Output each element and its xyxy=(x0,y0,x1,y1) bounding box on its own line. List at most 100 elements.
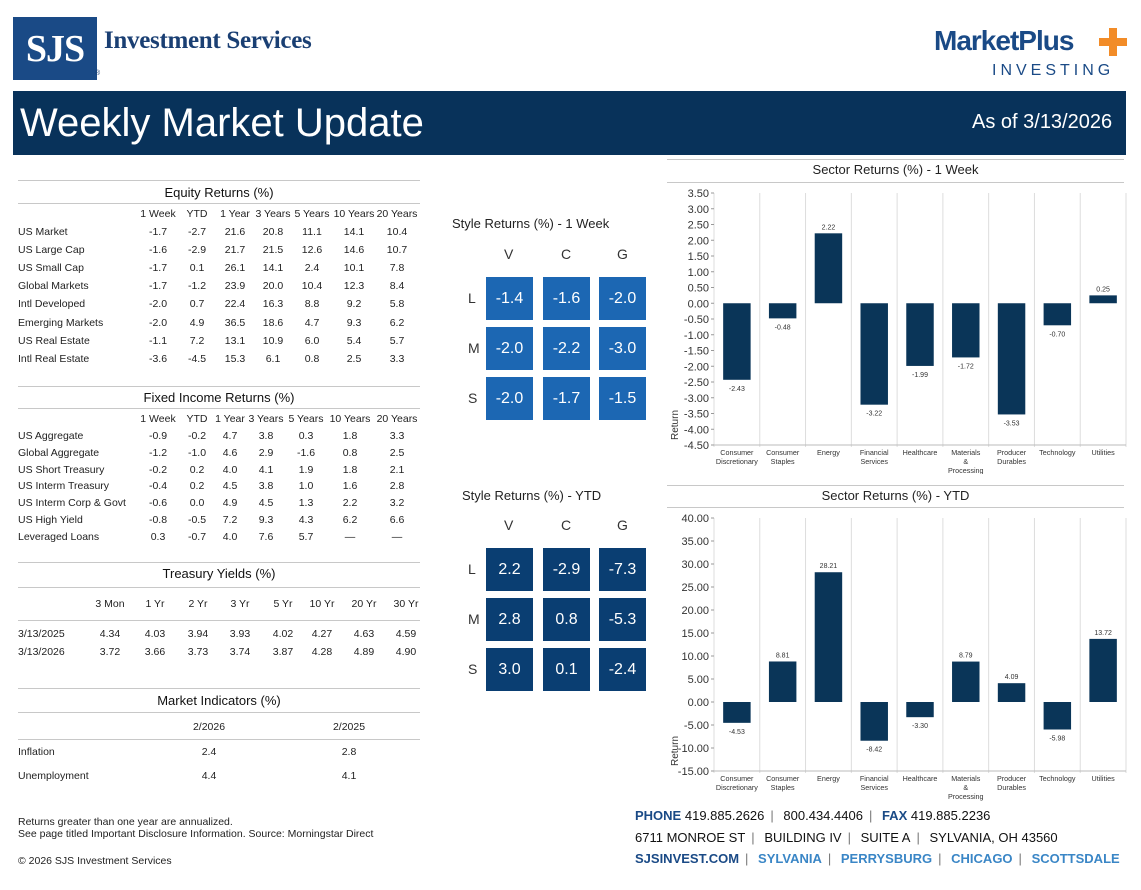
bar xyxy=(860,303,888,405)
location-chicago-link[interactable]: CHICAGO xyxy=(951,851,1013,866)
column-header: 30 Yr xyxy=(393,598,419,610)
style-cell: -2.0 xyxy=(486,327,533,370)
table-cell: -0.5 xyxy=(187,514,207,526)
table-cell: 4.5 xyxy=(258,497,274,510)
table-cell: 3.8 xyxy=(258,480,274,493)
category-label: Utilities xyxy=(1092,448,1116,457)
table-cell: -0.2 xyxy=(148,463,168,476)
table-cell: 3.87 xyxy=(272,646,294,658)
registered-mark: ® xyxy=(95,70,101,77)
phone-number[interactable]: 419.885.2626 xyxy=(684,808,765,823)
table-cell: 4.5 xyxy=(222,480,238,493)
category-label: Processing xyxy=(948,792,984,801)
table-cell: 4.89 xyxy=(353,646,375,658)
table-cell: 0.7 xyxy=(189,298,205,311)
category-label: Discretionary xyxy=(716,783,758,792)
table-cell: 26.1 xyxy=(224,262,246,275)
table-cell: -1.2 xyxy=(148,446,168,459)
style-col-label: C xyxy=(561,517,572,533)
table-cell: 0.2 xyxy=(189,463,205,476)
indicators-title: Market Indicators (%) xyxy=(157,693,281,708)
table-cell: 3.3 xyxy=(389,430,405,442)
row-label: Global Markets xyxy=(18,280,89,293)
table-cell: 16.3 xyxy=(262,298,284,311)
tollfree-number[interactable]: 800.434.4406 xyxy=(783,808,863,823)
column-header: 1 Week xyxy=(140,208,176,220)
column-header: 3 Years xyxy=(255,208,291,220)
table-cell: 2.9 xyxy=(258,446,274,459)
style-cell: -2.2 xyxy=(543,327,590,370)
table-cell: 4.0 xyxy=(222,530,238,543)
table-cell: 9.3 xyxy=(346,316,362,329)
contact-web-line: SJSINVEST.COM | SYLVANIA | PERRYSBURG | CHI… xyxy=(635,851,1120,866)
column-header: 10 Yr xyxy=(309,598,335,610)
bar-data-label: -5.98 xyxy=(1049,736,1065,743)
category-label: Utilities xyxy=(1092,774,1116,783)
y-tick-label: -1.00 xyxy=(684,330,709,342)
y-tick-label: -3.00 xyxy=(684,393,709,405)
y-tick-label: 10.00 xyxy=(681,651,709,663)
table-cell: -0.9 xyxy=(148,430,168,442)
table-cell: 10.9 xyxy=(262,334,284,347)
table-cell: 0.3 xyxy=(150,530,166,543)
divider xyxy=(18,386,420,387)
bar xyxy=(997,683,1026,702)
table-cell: 0.3 xyxy=(298,430,314,442)
location-perrysburg-link[interactable]: PERRYSBURG xyxy=(840,851,933,866)
title-banner xyxy=(13,91,1126,155)
y-axis-label: Return xyxy=(670,736,681,766)
category-label: Energy xyxy=(817,774,840,783)
table-cell: -0.2 xyxy=(187,430,207,442)
table-cell: -1.6 xyxy=(148,244,168,257)
row-label: US Real Estate xyxy=(18,334,90,347)
divider xyxy=(18,587,420,588)
table-cell: 4.4 xyxy=(201,770,217,782)
y-tick-label: -4.50 xyxy=(684,440,709,452)
table-cell: 6.2 xyxy=(342,514,358,526)
category-label: Producer xyxy=(997,774,1027,783)
category-label: Services xyxy=(860,783,888,792)
partner-subtitle: INVESTING xyxy=(992,62,1115,79)
category-label: Services xyxy=(860,457,888,466)
table-cell: 4.6 xyxy=(222,446,238,459)
page-title: Weekly Market Update xyxy=(20,101,424,145)
table-cell: 6.2 xyxy=(389,316,405,329)
column-header: 1 Yr xyxy=(145,598,165,610)
row-label: US Aggregate xyxy=(18,430,84,442)
bar-data-label: 8.81 xyxy=(776,652,790,659)
table-cell: -1.2 xyxy=(187,280,207,293)
style-cell: 2.2 xyxy=(486,548,533,591)
table-cell: -1.7 xyxy=(148,280,168,293)
location-scottsdale-link[interactable]: SCOTTSDALE xyxy=(1031,851,1120,866)
table-cell: 9.3 xyxy=(258,514,274,526)
y-tick-label: 2.00 xyxy=(688,235,709,247)
bar-data-label: 28.21 xyxy=(820,563,838,570)
table-cell: -1.7 xyxy=(148,226,168,238)
treasury-title: Treasury Yields (%) xyxy=(162,566,276,581)
row-label: US Market xyxy=(18,226,68,238)
location-sylvania-link[interactable]: SYLVANIA xyxy=(758,851,822,866)
bar xyxy=(723,702,751,723)
style-cell: 0.8 xyxy=(543,598,590,641)
row-label: US Interm Corp & Govt xyxy=(18,497,126,510)
table-cell: 0.8 xyxy=(342,446,358,459)
category-label: Producer xyxy=(997,448,1027,457)
row-label: Emerging Markets xyxy=(18,316,104,329)
y-tick-label: 0.00 xyxy=(688,298,709,310)
table-cell: 3.66 xyxy=(144,646,166,658)
bar-data-label: -0.70 xyxy=(1049,331,1065,338)
table-cell: 20.8 xyxy=(262,226,284,238)
table-cell: 14.1 xyxy=(343,226,365,238)
y-tick-label: -3.50 xyxy=(684,409,709,421)
divider xyxy=(667,507,1124,508)
style-col-label: V xyxy=(504,517,514,533)
website-link[interactable]: SJSINVEST.COM xyxy=(635,851,740,866)
bar-data-label: -3.53 xyxy=(1004,420,1020,427)
address-city: SYLVANIA, OH 43560 xyxy=(929,830,1058,845)
style-col-label: G xyxy=(617,517,628,533)
style-cell: -2.9 xyxy=(543,548,590,591)
table-cell: 3.93 xyxy=(229,628,251,640)
category-label: Materials xyxy=(951,448,981,457)
table-cell: 4.34 xyxy=(99,628,121,640)
bar-data-label: -0.48 xyxy=(775,324,791,331)
